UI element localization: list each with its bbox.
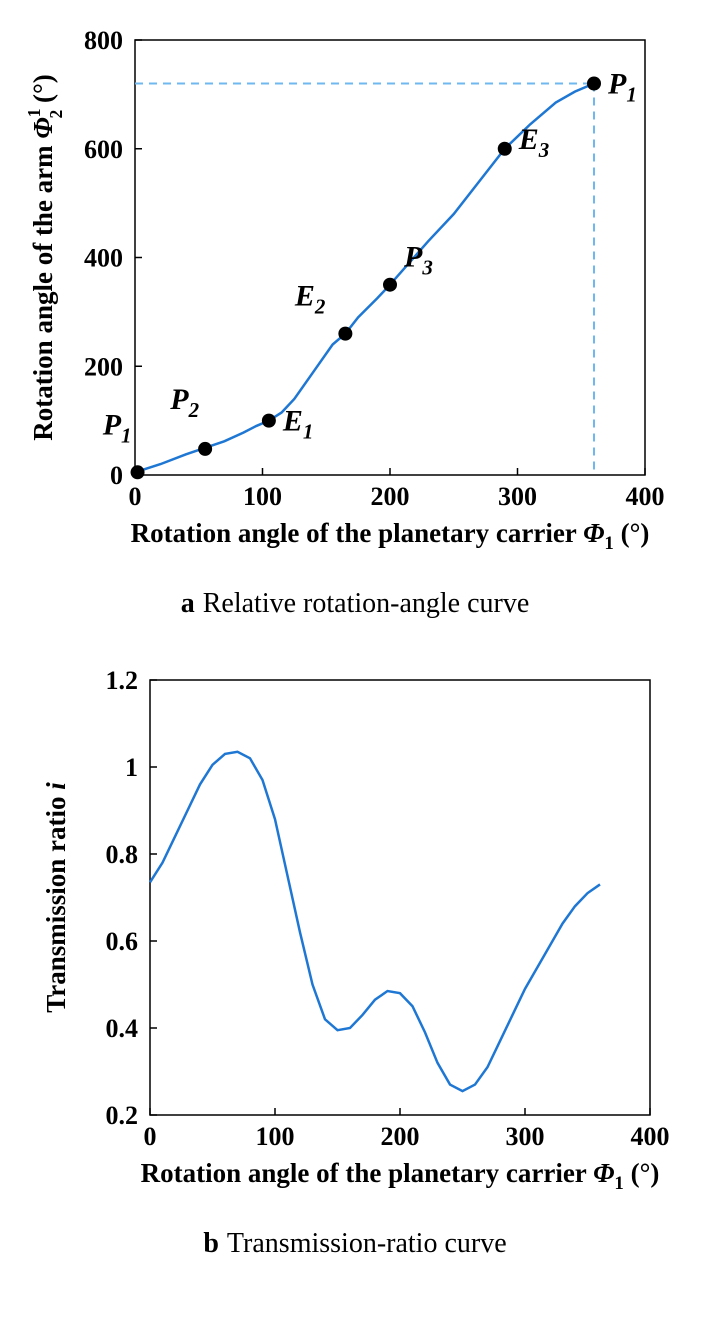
svg-text:1: 1 [125,753,138,782]
svg-text:Rotation angle of the arm Φ12: Rotation angle of the arm Φ12 (°) [24,74,66,441]
chart-a-svg: 01002003004000200400600800P1P2E1E2P3E3P1… [20,20,690,580]
svg-text:0.8: 0.8 [106,840,139,869]
svg-text:100: 100 [256,1122,295,1151]
svg-text:200: 200 [84,352,123,381]
svg-text:800: 800 [84,26,123,55]
svg-text:0.4: 0.4 [106,1014,139,1043]
svg-text:Rotation angle of the planetar: Rotation angle of the planetary carrier … [131,518,650,554]
chart-a-caption-text: Relative rotation-angle curve [203,588,530,619]
svg-text:Transmission ratio i: Transmission ratio i [41,782,71,1013]
svg-text:200: 200 [381,1122,420,1151]
chart-b-caption: b Transmission-ratio curve [20,1228,690,1260]
chart-a-container: 01002003004000200400600800P1P2E1E2P3E3P1… [20,20,690,620]
chart-a-caption: a Relative rotation-angle curve [20,588,690,620]
svg-text:200: 200 [371,482,410,511]
chart-b-caption-text: Transmission-ratio curve [227,1228,507,1259]
svg-text:1.2: 1.2 [106,666,139,695]
svg-text:100: 100 [243,482,282,511]
svg-text:400: 400 [84,244,123,273]
svg-text:P1: P1 [102,408,132,447]
svg-text:400: 400 [631,1122,670,1151]
svg-text:Rotation angle of the planetar: Rotation angle of the planetary carrier … [141,1158,660,1194]
svg-text:0: 0 [129,482,142,511]
svg-text:0.2: 0.2 [106,1101,139,1130]
chart-b-svg: 0 100 200 300 400 0.2 0.4 0.6 0.8 1 1.2 Rotation an… [20,660,690,1220]
svg-text:0.6: 0.6 [106,927,139,956]
chart-a-caption-label: a [181,588,195,619]
chart-b-container: 0 100 200 300 400 0.2 0.4 0.6 0.8 1 1.2 Rotation an… [20,660,690,1260]
svg-text:0: 0 [110,461,123,490]
svg-text:0: 0 [144,1122,157,1151]
chart-b-caption-label: b [203,1228,219,1259]
svg-text:300: 300 [498,482,537,511]
svg-text:300: 300 [506,1122,545,1151]
svg-text:400: 400 [626,482,665,511]
svg-text:600: 600 [84,135,123,164]
